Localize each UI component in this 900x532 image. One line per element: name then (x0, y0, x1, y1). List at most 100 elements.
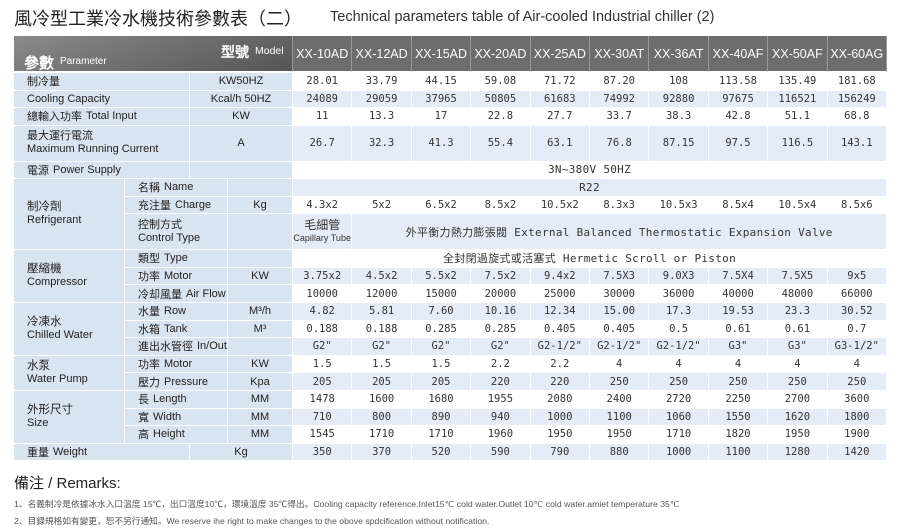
value-cell: 0.188 (293, 320, 353, 339)
value: R22 (579, 180, 600, 194)
value: 5.81 (368, 305, 395, 318)
value-cell: 1800 (827, 408, 887, 427)
value-cell: 156249 (827, 90, 887, 109)
value-cell: 2250 (708, 391, 769, 409)
row-label-en: In/Out Pipe Size (197, 340, 227, 353)
value: 1950 (606, 428, 632, 441)
unit: KW50HZ (218, 75, 264, 88)
value-cell: 27.7 (530, 108, 590, 126)
value: 33.7 (606, 110, 632, 123)
value-cell: 28.01 (293, 73, 353, 91)
value-cell: 全封閉過旋式或活塞式 Hermetic Scroll or Piston (293, 250, 887, 268)
group-label-en: Compressor (27, 276, 87, 289)
value-cell: 4 (590, 355, 650, 374)
value-cell: 7.60 (411, 303, 472, 321)
value-cell: 9.0X3 (649, 267, 709, 286)
value-cell: 1478 (293, 391, 353, 409)
value: 87.15 (662, 137, 695, 150)
value-cell: 250 (590, 373, 650, 391)
value: 1420 (844, 446, 870, 459)
value-cell: G2-1/2" (590, 338, 650, 356)
unit: MM (250, 428, 270, 441)
value: 4 (616, 358, 623, 371)
value-cell: 44.15 (411, 73, 472, 91)
row-label: 壓力 Pressure (125, 373, 228, 391)
value-zh: 毛細管 (304, 217, 341, 232)
value-cell: 15.00 (590, 303, 650, 321)
value: 8.3x3 (603, 199, 635, 212)
group-label-en: Size (27, 416, 49, 429)
value-cell: 61683 (530, 90, 590, 109)
value-cell: 15000 (411, 285, 472, 303)
value: 76.8 (606, 137, 632, 150)
value: 11 (315, 110, 329, 123)
value: 36000 (662, 287, 695, 300)
header-corner (14, 36, 293, 72)
value: 0.285 (425, 322, 457, 335)
value-cell: 97.5 (708, 125, 769, 162)
value-cell: 250 (708, 373, 769, 391)
value-cell: 880 (590, 443, 650, 462)
value: 4.82 (309, 305, 335, 318)
value-cell: 890 (411, 408, 472, 427)
value-cell: 1950 (590, 426, 650, 444)
value-cell: 42.8 (708, 108, 769, 126)
value-cell: 2720 (649, 391, 709, 409)
value: 44.15 (425, 75, 457, 88)
value: 1060 (665, 410, 692, 423)
group-label: 水泵 Water Pump (14, 355, 125, 391)
value-cell: 9.4x2 (530, 267, 590, 286)
value: 51.1 (784, 110, 811, 123)
value-cell: 0.188 (352, 320, 412, 339)
value: 3.75x2 (303, 270, 342, 283)
value-cell: 220 (530, 373, 590, 391)
value: 0.405 (543, 322, 576, 335)
value-cell: 1710 (352, 426, 412, 444)
value: G2" (372, 340, 392, 353)
value-cell: 1420 (827, 443, 887, 462)
value-cell: 1000 (530, 408, 590, 427)
unit: Kpa (250, 375, 270, 388)
value-cell: 143.1 (827, 125, 887, 162)
value-cell: R22 (293, 179, 887, 197)
row-label-zh: 水量 (138, 306, 160, 319)
value-cell: 17.3 (649, 303, 709, 321)
value-cell: 13.3 (352, 108, 412, 126)
value-cell: 3N~380V 50HZ (293, 161, 887, 180)
value-cell: 2080 (530, 391, 590, 409)
value: 205 (372, 375, 392, 388)
row-label-en: Pressure (164, 375, 209, 388)
value: 97675 (722, 92, 754, 105)
value-cell: 22.8 (471, 108, 531, 126)
value-cell: 1820 (708, 426, 769, 444)
value: 1550 (725, 410, 751, 423)
value-cell: 8.5x2 (471, 196, 531, 215)
row-label-zh: 高 (138, 429, 149, 442)
value-cell: 24089 (293, 90, 353, 109)
value: 40000 (722, 287, 754, 300)
unit: Kcal/h 50HZ (210, 92, 272, 105)
value-cell: 0.61 (768, 320, 828, 339)
row-label-en: Maximum Running Current (27, 143, 159, 156)
value: 24089 (306, 92, 338, 105)
value-cell: 1.5 (352, 355, 412, 374)
unit-cell: A (190, 125, 293, 162)
value: 9x5 (847, 270, 867, 283)
value-cell: 108 (649, 73, 709, 91)
group-label-en: Water Pump (27, 372, 88, 385)
value: 2.2 (550, 358, 570, 371)
model-header: XX-10AD (293, 36, 353, 72)
value-cell: G3-1/2" (827, 338, 887, 356)
unit-cell (228, 214, 293, 251)
value-cell: 12000 (352, 285, 412, 303)
row-label-en: Type (164, 252, 188, 265)
value: 92880 (662, 92, 695, 105)
value: 1280 (784, 446, 811, 459)
group-label-zh: 壓縮機 (27, 263, 62, 276)
value-cell: 940 (471, 408, 531, 427)
model-header: XX-30AT (590, 36, 650, 72)
value-cell: 116.5 (768, 125, 828, 162)
value: 2400 (606, 393, 632, 406)
remark: 1、名義制冷是依據冰水入口溫度 15℃，出口溫度10℃，環境溫度 35℃得出。C… (14, 499, 680, 509)
row-label: 名稱 Name (125, 179, 228, 197)
